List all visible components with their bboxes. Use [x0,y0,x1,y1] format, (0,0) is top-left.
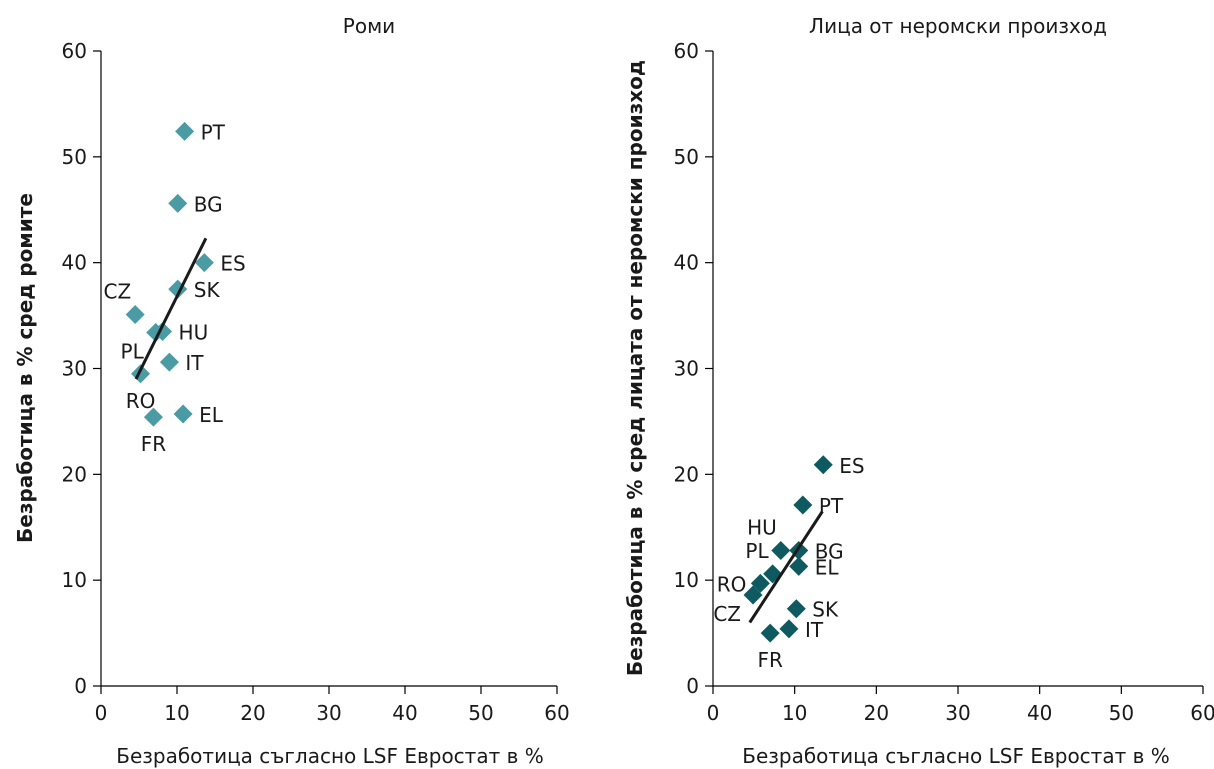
trend-line [134,237,208,380]
data-point-pt [793,495,813,515]
point-label-pt: PT [201,120,226,144]
point-label-hu: HU [747,516,777,540]
y-tick-label: 60 [674,39,699,63]
x-axis-label: Безработица съгласно LSF Евростат в % [116,744,544,768]
data-point-hu [771,541,791,561]
data-point-sk [786,599,806,619]
x-tick-label: 50 [468,701,493,725]
data-point-cz [125,305,145,325]
x-tick-label: 50 [1109,701,1134,725]
point-label-bg: BG [815,540,844,564]
data-point-bg [168,193,188,213]
point-label-es: ES [220,252,245,276]
y-tick-label: 50 [62,145,87,169]
x-axis-label: Безработица съгласно LSF Евростат в % [742,744,1170,768]
point-label-fr: FR [757,648,783,672]
point-label-cz: CZ [104,280,132,304]
y-tick-label: 30 [674,357,699,381]
data-point-es [813,455,833,475]
point-label-fr: FR [141,432,167,456]
y-tick-label: 60 [62,39,87,63]
y-tick-label: 10 [62,568,87,592]
x-tick-label: 60 [1190,701,1214,725]
point-label-es: ES [839,454,864,478]
point-label-ro: RO [717,572,747,596]
x-tick-label: 60 [544,701,569,725]
point-label-hu: HU [179,320,209,344]
x-tick-label: 0 [707,701,720,725]
point-label-sk: SK [194,278,221,302]
point-label-el: EL [199,403,224,427]
data-point-fr [143,407,163,427]
y-axis-label: Безработица в % сред лицата от неромски … [623,60,647,676]
data-point-pt [175,121,195,141]
point-label-cz: CZ [713,602,741,626]
point-label-pl: PL [745,539,769,563]
x-tick-label: 40 [392,701,417,725]
trend-line [748,510,824,624]
y-tick-label: 0 [74,674,87,698]
point-label-it: IT [805,618,824,642]
point-label-pl: PL [121,340,145,364]
y-tick-label: 20 [674,462,699,486]
y-tick-label: 20 [62,462,87,486]
chart-title: Роми [343,14,395,38]
y-axis-label: Безработица в % сред ромите [13,193,37,543]
x-tick-label: 10 [782,701,807,725]
data-point-it [159,352,179,372]
data-point-el [173,404,193,424]
y-tick-label: 40 [674,251,699,275]
chart-title: Лица от неромски произход [809,14,1107,38]
point-label-el: EL [815,555,840,579]
x-tick-label: 40 [1027,701,1052,725]
y-tick-label: 30 [62,357,87,381]
x-tick-label: 20 [240,701,265,725]
data-point-it [779,619,799,639]
x-tick-label: 10 [164,701,189,725]
chart-non-roma: Лица от неромски произход Безработица съ… [623,14,1214,768]
data-point-el [789,556,809,576]
y-tick-label: 10 [674,568,699,592]
y-tick-label: 50 [674,145,699,169]
x-tick-label: 0 [95,701,108,725]
x-tick-label: 30 [316,701,341,725]
data-point-fr [760,623,780,643]
point-label-pt: PT [819,494,844,518]
point-label-ro: RO [126,389,156,413]
point-label-it: IT [185,351,204,375]
data-point-es [194,253,214,273]
x-tick-label: 30 [945,701,970,725]
y-tick-label: 40 [62,251,87,275]
x-tick-label: 20 [864,701,889,725]
y-tick-label: 0 [686,674,699,698]
point-label-sk: SK [812,598,839,622]
chart-roma: Роми Безработица съгласно LSF Евростат в… [13,14,570,768]
data-point-cz [743,585,763,605]
point-label-bg: BG [194,192,223,216]
